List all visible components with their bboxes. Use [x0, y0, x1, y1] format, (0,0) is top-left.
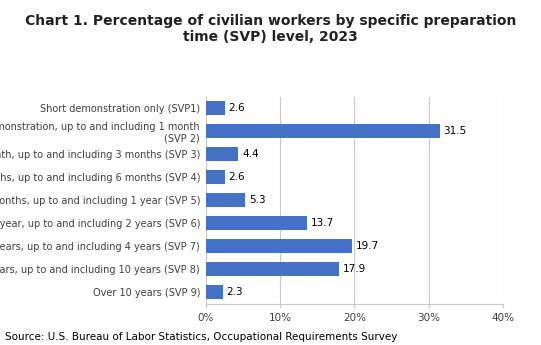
Bar [206, 193, 245, 207]
Text: 19.7: 19.7 [356, 241, 379, 251]
Bar [206, 170, 225, 184]
Text: 2.3: 2.3 [226, 287, 243, 297]
Text: Chart 1. Percentage of civilian workers by specific preparation
time (SVP) level: Chart 1. Percentage of civilian workers … [25, 14, 516, 44]
Text: 17.9: 17.9 [342, 264, 366, 274]
Bar [206, 147, 238, 161]
Text: Source: U.S. Bureau of Labor Statistics, Occupational Requirements Survey: Source: U.S. Bureau of Labor Statistics,… [5, 332, 398, 342]
Bar [206, 285, 223, 299]
Text: 4.4: 4.4 [242, 149, 259, 159]
Bar [206, 262, 339, 276]
Text: 13.7: 13.7 [311, 218, 334, 228]
Text: 5.3: 5.3 [249, 195, 265, 205]
Text: 2.6: 2.6 [229, 172, 245, 182]
Bar [206, 216, 307, 230]
Bar [206, 101, 225, 115]
Bar [206, 124, 440, 138]
Bar [206, 239, 352, 253]
Text: 31.5: 31.5 [444, 126, 467, 136]
Text: 2.6: 2.6 [229, 103, 245, 113]
